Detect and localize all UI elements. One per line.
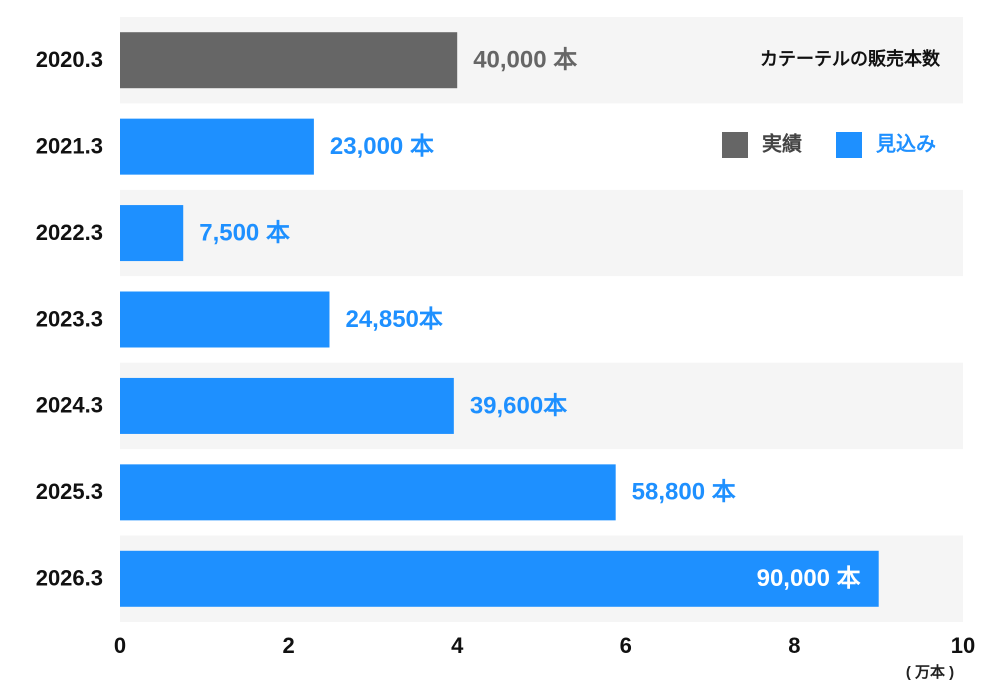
- y-tick-label: 2021.3: [36, 133, 103, 158]
- bar: [120, 205, 184, 262]
- x-tick-label: 8: [788, 633, 800, 658]
- chart-title: カテーテルの販売本数: [760, 48, 941, 69]
- x-tick-label: 2: [282, 633, 294, 658]
- value-label: 7,500 本: [199, 219, 290, 246]
- bar: [120, 291, 330, 348]
- y-tick-label: 2020.3: [36, 47, 103, 72]
- x-tick-label: 10: [951, 633, 975, 658]
- bar: [120, 377, 454, 434]
- value-label: 90,000 本: [757, 565, 861, 592]
- legend-label: 見込み: [876, 132, 936, 155]
- y-tick-label: 2025.3: [36, 479, 103, 504]
- bar: [120, 32, 458, 89]
- y-tick-label: 2023.3: [36, 306, 103, 331]
- y-tick-label: 2022.3: [36, 220, 103, 245]
- value-label: 58,800 本: [632, 479, 736, 506]
- legend-label: 実績: [762, 131, 802, 155]
- row-band: [120, 189, 963, 277]
- x-tick-label: 6: [620, 633, 632, 658]
- y-tick-label: 2024.3: [36, 393, 103, 418]
- value-label: 39,600本: [470, 392, 567, 419]
- value-label: 24,850本: [345, 306, 442, 333]
- x-unit: ( 万本 ): [906, 663, 954, 681]
- legend-swatch: [722, 132, 748, 158]
- bar: [120, 464, 616, 521]
- value-label: 40,000 本: [473, 47, 577, 74]
- legend-swatch: [836, 132, 862, 158]
- bar: [120, 118, 314, 175]
- x-tick-label: 4: [451, 633, 464, 658]
- y-tick-label: 2026.3: [36, 566, 103, 591]
- x-tick-label: 0: [114, 633, 126, 658]
- value-label: 23,000 本: [330, 133, 434, 160]
- bar: [120, 550, 879, 607]
